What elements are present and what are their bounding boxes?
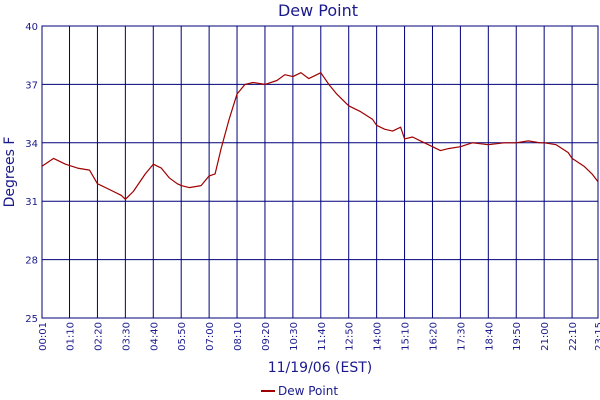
y-tick-label: 25 (25, 314, 38, 325)
y-tick-label: 34 (25, 139, 38, 150)
y-tick-label: 37 (25, 80, 38, 91)
y-tick-label: 28 (25, 256, 38, 267)
chart-title: Dew Point (278, 1, 358, 20)
legend: Dew Point (261, 384, 338, 398)
x-tick-label: 17:30 (456, 322, 467, 351)
grid-lines (41, 25, 599, 319)
x-tick-label: 11:40 (317, 322, 328, 351)
x-tick-label: 08:10 (233, 322, 244, 351)
x-axis-label: 11/19/06 (EST) (268, 360, 373, 376)
x-tick-label: 16:20 (428, 322, 439, 351)
plot-area (41, 25, 599, 319)
x-tick-label: 09:20 (261, 322, 272, 351)
x-tick-labels: 00:01 01:10 02:20 03:30 04:40 05:50 07:00 08:10… (38, 322, 600, 351)
x-tick-label: 00:01 (38, 322, 49, 351)
x-tick-label: 01:10 (66, 322, 77, 351)
y-tick-label: 40 (25, 22, 38, 33)
x-tick-label: 23:15 (594, 322, 600, 351)
x-tick-label: 03:30 (121, 322, 132, 351)
series-line-dew-point (41, 72, 599, 200)
x-tick-label: 05:50 (177, 322, 188, 351)
x-tick-label: 04:40 (149, 322, 160, 351)
x-tick-label: 15:10 (401, 322, 412, 351)
y-tick-labels: 25 28 31 34 37 40 (25, 22, 38, 325)
x-tick-label: 07:00 (205, 322, 216, 351)
x-tick-label: 22:10 (568, 322, 579, 351)
y-axis-label: Degrees F (2, 137, 18, 208)
x-tick-label: 18:40 (484, 322, 495, 351)
series-layer (41, 72, 599, 200)
x-tick-label: 14:00 (373, 322, 384, 351)
legend-label: Dew Point (278, 384, 338, 398)
y-tick-label: 31 (25, 197, 38, 208)
x-tick-label: 02:20 (93, 322, 104, 351)
x-tick-label: 10:30 (289, 322, 300, 351)
x-tick-label: 19:50 (512, 322, 523, 351)
x-tick-label: 21:00 (540, 322, 551, 351)
x-tick-label: 12:50 (345, 322, 356, 351)
